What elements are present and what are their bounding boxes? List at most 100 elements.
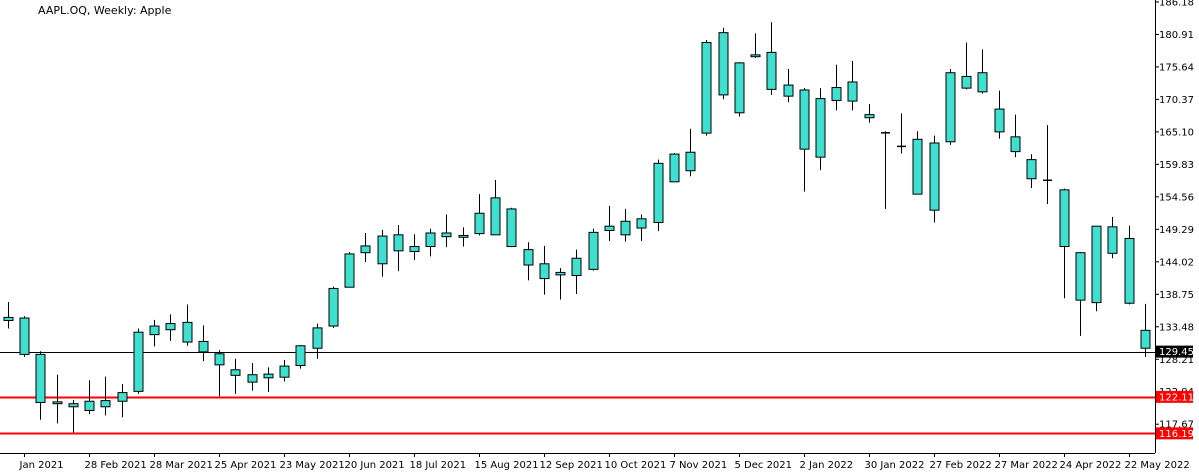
candle[interactable] [718, 27, 729, 100]
candle-body [344, 253, 355, 288]
candle[interactable] [35, 351, 46, 420]
candle[interactable] [344, 252, 355, 288]
candle[interactable] [929, 135, 940, 223]
candle[interactable] [214, 350, 225, 397]
candle-body [230, 369, 241, 376]
candle[interactable] [539, 245, 550, 295]
candle[interactable] [1026, 154, 1037, 188]
candle-body [506, 208, 517, 248]
candle[interactable] [766, 22, 777, 95]
candle-body [165, 323, 176, 331]
candle[interactable] [994, 90, 1005, 139]
time-tick-label: 24 Apr 2022 [1060, 460, 1122, 471]
candle[interactable] [701, 40, 712, 136]
candle[interactable] [555, 268, 566, 300]
candle[interactable] [750, 33, 761, 58]
candle-body [214, 353, 225, 366]
candle[interactable] [620, 208, 631, 242]
candle[interactable] [263, 367, 274, 392]
candle[interactable] [182, 304, 193, 346]
candle-body [1026, 159, 1037, 180]
candle[interactable] [425, 228, 436, 257]
candle[interactable] [393, 224, 404, 272]
candle[interactable] [864, 104, 875, 123]
level-badge-1-label: 116.19 [1159, 429, 1194, 440]
candle[interactable] [881, 131, 890, 209]
candle-body [100, 400, 111, 408]
candle[interactable] [133, 328, 144, 394]
price-tick-label: 186.18 [1159, 0, 1194, 8]
candle[interactable] [19, 316, 30, 357]
candle[interactable] [506, 207, 517, 248]
candle[interactable] [52, 374, 63, 424]
candle[interactable] [3, 302, 14, 329]
price-tick-label: 128.21 [1159, 355, 1194, 366]
candle[interactable] [474, 194, 485, 236]
candle[interactable] [847, 61, 858, 111]
candle[interactable] [230, 358, 241, 394]
candle[interactable] [1075, 252, 1086, 336]
candle[interactable] [945, 69, 956, 145]
candle[interactable] [1107, 216, 1118, 259]
candle-body [393, 234, 404, 252]
candle-body [945, 72, 956, 143]
level-badge-0: 122.11 [1156, 390, 1194, 403]
level-badge-1-bg [1156, 427, 1193, 440]
candle[interactable] [897, 113, 906, 154]
candle[interactable] [490, 179, 501, 236]
time-tick-label: 28 Feb 2021 [85, 460, 147, 471]
candle[interactable] [165, 314, 176, 341]
candle[interactable] [912, 131, 923, 195]
candle[interactable] [734, 62, 745, 117]
candle[interactable] [1010, 114, 1021, 158]
candle[interactable] [198, 325, 209, 362]
candle[interactable] [636, 214, 647, 241]
candle[interactable] [783, 69, 794, 103]
candle[interactable] [571, 249, 582, 294]
candle[interactable] [588, 228, 599, 271]
candle[interactable] [669, 152, 680, 183]
candle[interactable] [1059, 188, 1070, 299]
candle[interactable] [247, 363, 258, 391]
candle-body [312, 327, 323, 349]
candle[interactable] [523, 242, 534, 281]
candle[interactable] [377, 229, 388, 277]
candle[interactable] [1043, 125, 1052, 205]
candle[interactable] [312, 323, 323, 359]
time-tick-label: 12 Sep 2021 [540, 460, 603, 471]
candle-body [1140, 329, 1151, 349]
candle[interactable] [961, 42, 972, 90]
candle[interactable] [441, 214, 452, 248]
price-tick-label: 165.10 [1159, 127, 1194, 138]
candle[interactable] [328, 286, 339, 328]
candle[interactable] [409, 234, 420, 261]
candle[interactable] [84, 380, 95, 415]
candle[interactable] [831, 64, 842, 111]
candle[interactable] [977, 49, 988, 94]
candle[interactable] [685, 128, 696, 177]
candle[interactable] [799, 88, 810, 192]
candle-body [766, 51, 777, 90]
candle[interactable] [604, 205, 615, 241]
time-tick-label: 22 May 2022 [1125, 460, 1190, 471]
candle[interactable] [1140, 303, 1151, 357]
candle[interactable] [815, 88, 826, 171]
candle[interactable] [149, 319, 160, 347]
candle-body [669, 153, 680, 183]
candle[interactable] [458, 227, 469, 247]
candle-body [1059, 189, 1070, 248]
candle[interactable] [360, 232, 371, 262]
candle-body [636, 218, 647, 229]
candle-body [377, 235, 388, 265]
candle[interactable] [279, 359, 290, 382]
candle-body [1091, 225, 1102, 304]
candle[interactable] [295, 345, 306, 369]
candle[interactable] [100, 376, 111, 416]
candle[interactable] [68, 399, 79, 433]
candle[interactable] [653, 159, 664, 232]
candle[interactable] [1124, 225, 1135, 305]
candle[interactable] [1091, 225, 1102, 312]
candle[interactable] [117, 383, 128, 418]
time-tick-label: 2 Jan 2022 [800, 460, 854, 471]
